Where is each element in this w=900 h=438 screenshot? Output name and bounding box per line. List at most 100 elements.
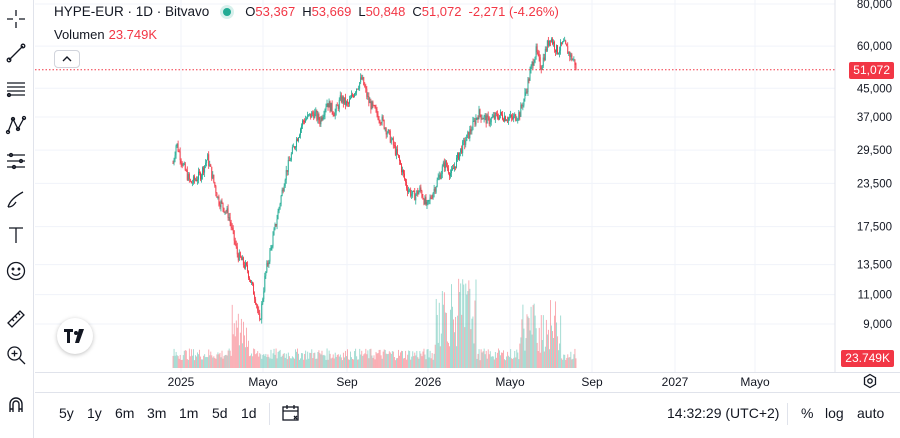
candle-body <box>523 98 525 106</box>
candle-body <box>515 114 517 121</box>
trend-line-icon[interactable] <box>3 40 29 66</box>
candle-body <box>531 61 533 66</box>
tradingview-logo[interactable] <box>57 318 93 354</box>
crosshair-icon[interactable] <box>3 6 29 32</box>
pattern-icon[interactable] <box>3 112 29 138</box>
candle-body <box>282 189 284 192</box>
collapse-legend-button[interactable] <box>54 50 80 68</box>
open-value: 53,367 <box>255 4 296 19</box>
volume-bar <box>364 353 366 368</box>
candle-body <box>407 188 409 193</box>
projection-icon[interactable] <box>3 148 29 174</box>
candle-body <box>389 131 391 143</box>
emoji-icon[interactable] <box>3 258 29 284</box>
candle-body <box>308 114 310 116</box>
range-5d-button[interactable]: 5d <box>212 405 228 421</box>
candle-body <box>462 141 464 154</box>
volume-bar <box>443 292 445 368</box>
gear-icon[interactable] <box>862 373 878 393</box>
percent-scale-button[interactable]: % <box>801 405 814 421</box>
range-3m-button[interactable]: 3m <box>147 405 167 421</box>
volume-bar <box>186 359 188 368</box>
zoom-in-icon[interactable] <box>3 342 29 368</box>
log-scale-button[interactable]: log <box>825 405 844 421</box>
candle-body <box>265 271 267 276</box>
volume-bar <box>356 356 358 368</box>
volume-bar <box>513 357 515 368</box>
chart-pane[interactable]: 9,000 11,000 13,500 17,500 23,500 29,500 37,00… <box>35 0 900 372</box>
text-icon[interactable] <box>3 222 29 248</box>
volume-bar <box>309 352 311 368</box>
candle-body <box>520 105 522 117</box>
candle-body <box>176 143 178 146</box>
volume-bar <box>425 359 427 368</box>
volume-bar <box>229 350 231 368</box>
clock-readout[interactable]: 14:32:29 (UTC+2) <box>667 405 780 421</box>
range-5y-button[interactable]: 5y <box>59 405 74 421</box>
volume-bar <box>236 327 238 368</box>
calendar-icon[interactable] <box>281 403 301 423</box>
candle-body <box>273 229 275 236</box>
volume-bar <box>211 355 213 368</box>
candle-body <box>331 102 333 113</box>
volume-bar <box>339 354 341 368</box>
volume-bar <box>250 355 252 368</box>
symbol-title[interactable]: HYPE-EUR · 1D · Bitvavo <box>54 4 210 19</box>
candle-body <box>238 252 240 261</box>
price-tick-label: 11,000 <box>858 290 892 302</box>
volume-bar <box>550 300 551 368</box>
range-1d-button[interactable]: 1d <box>241 405 257 421</box>
candle-body <box>350 97 351 100</box>
volume-bar <box>367 350 369 368</box>
candle-body <box>206 160 208 163</box>
candle-body <box>281 189 283 196</box>
auto-scale-button[interactable]: auto <box>857 405 885 421</box>
candle-body <box>173 159 175 164</box>
volume-bar <box>559 343 561 368</box>
volume-bar <box>177 356 179 368</box>
volume-bar <box>397 358 398 368</box>
range-6m-button[interactable]: 6m <box>115 405 135 421</box>
candle-body <box>423 199 425 205</box>
time-axis[interactable]: 2025 Mayo Sep 2026 Mayo Sep 2027 Mayo <box>35 372 900 392</box>
volume-bar <box>446 341 448 368</box>
candle-body <box>357 88 359 90</box>
volume-bar <box>568 357 570 368</box>
volume-bar <box>206 356 208 368</box>
volume-bar <box>324 355 326 368</box>
candle-body <box>498 115 500 120</box>
candle-body <box>482 118 484 120</box>
volume-bar <box>204 354 206 368</box>
price-chart[interactable]: 9,000 11,000 13,500 17,500 23,500 29,500 37,00… <box>35 0 900 372</box>
volume-bar <box>281 355 283 368</box>
candle-body <box>344 97 346 105</box>
magnet-icon[interactable] <box>3 392 29 418</box>
volume-bar <box>529 330 531 368</box>
volume-bar <box>282 353 284 368</box>
candle-body <box>447 168 449 174</box>
volume-bar <box>352 358 354 368</box>
volume-bar <box>360 354 362 368</box>
candle-body <box>326 103 328 107</box>
candle-body <box>304 120 306 123</box>
volume-bar <box>334 352 336 368</box>
volume-bar <box>566 357 568 368</box>
candle-body <box>404 173 405 180</box>
range-1y-button[interactable]: 1y <box>87 405 102 421</box>
volume-bar <box>488 354 490 368</box>
volume-bar <box>475 279 477 368</box>
market-status-icon[interactable] <box>223 7 232 16</box>
volume-bar <box>386 354 388 368</box>
candle-body <box>432 193 434 199</box>
candle-body <box>566 43 568 47</box>
volume-bar <box>390 353 392 368</box>
candle-body <box>249 277 250 280</box>
candle-body <box>420 187 422 191</box>
volume-bar <box>555 301 556 368</box>
brush-icon[interactable] <box>3 186 29 212</box>
candle-body <box>411 194 413 196</box>
range-1m-button[interactable]: 1m <box>179 405 199 421</box>
fib-icon[interactable] <box>3 76 29 102</box>
volume-bar <box>358 359 360 368</box>
ruler-icon[interactable] <box>3 306 29 332</box>
